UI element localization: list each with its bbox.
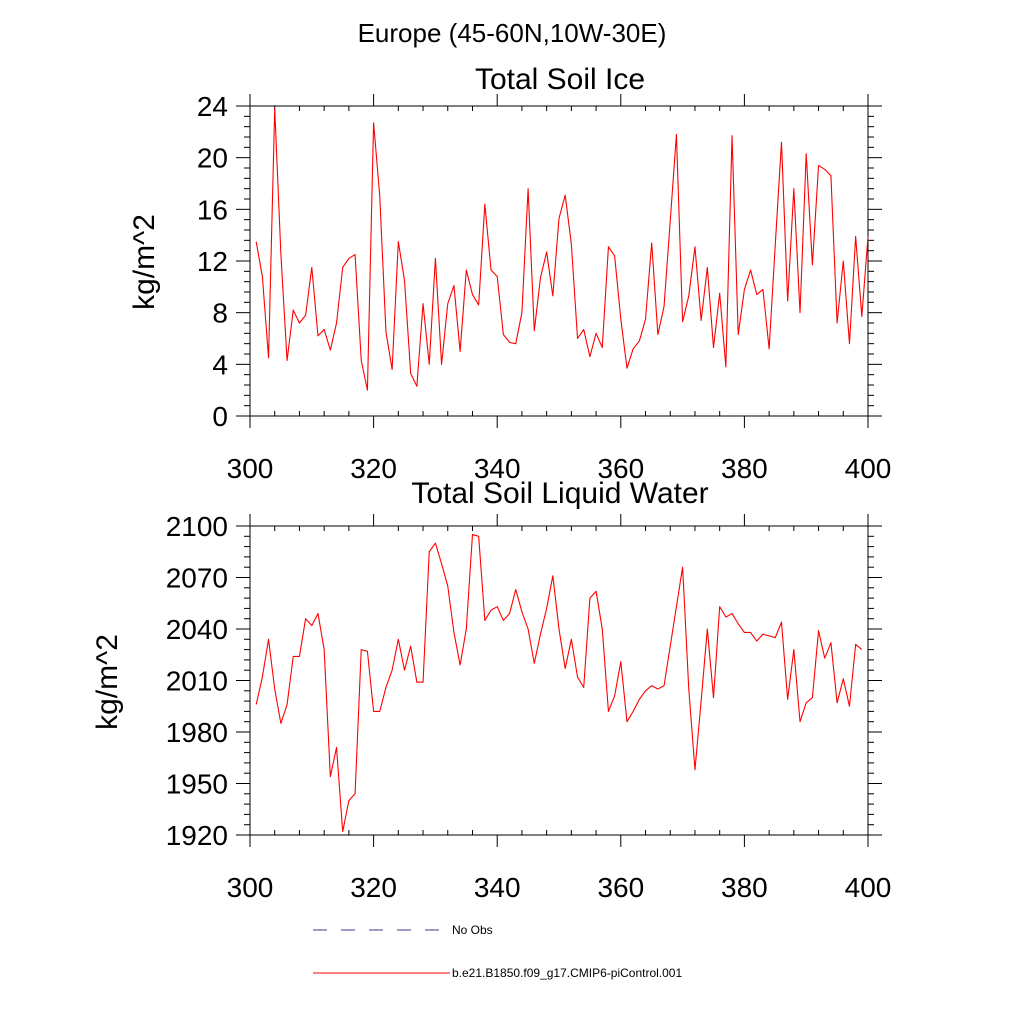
panel-title: Total Soil Ice xyxy=(475,63,645,96)
x-tick-label: 300 xyxy=(227,872,274,903)
y-tick-label: 2040 xyxy=(166,614,228,645)
y-tick-label: 0 xyxy=(212,401,228,432)
x-tick-label: 380 xyxy=(721,872,768,903)
x-tick-label: 400 xyxy=(845,453,892,484)
y-tick-label: 2100 xyxy=(166,511,228,542)
x-tick-label: 400 xyxy=(845,872,892,903)
x-tick-label: 320 xyxy=(350,872,397,903)
x-tick-label: 360 xyxy=(597,453,644,484)
y-tick-label: 12 xyxy=(197,246,228,277)
x-tick-label: 300 xyxy=(227,453,274,484)
y-tick-label: 4 xyxy=(212,349,228,380)
plot-frame xyxy=(249,105,869,417)
x-tick-label: 380 xyxy=(721,453,768,484)
y-axis-label: kg/m^2 xyxy=(128,214,161,310)
y-tick-label: 16 xyxy=(197,194,228,225)
panel-title: Total Soil Liquid Water xyxy=(411,477,708,510)
x-tick-label: 340 xyxy=(474,453,521,484)
y-tick-label: 24 xyxy=(197,91,228,122)
y-tick-label: 2010 xyxy=(166,666,228,697)
y-tick-label: 1920 xyxy=(166,820,228,851)
x-tick-label: 340 xyxy=(474,872,521,903)
y-tick-label: 1980 xyxy=(166,717,228,748)
y-axis-label: kg/m^2 xyxy=(91,634,124,730)
y-tick-label: 1950 xyxy=(166,769,228,800)
panel-total-soil-ice: Total Soil Ice kg/m^2 300 320 340 360 380 400… xyxy=(128,63,891,484)
y-tick-label: 8 xyxy=(212,298,228,329)
x-tick-label: 360 xyxy=(597,872,644,903)
figure-title: Europe (45-60N,10W-30E) xyxy=(358,18,667,48)
x-tick-label: 320 xyxy=(350,453,397,484)
legend: No Obs b.e21.B1850.f09_g17.CMIP6-piContr… xyxy=(313,923,682,980)
panel-total-soil-liquid-water: Total Soil Liquid Water kg/m^2 300 320 340… xyxy=(91,477,891,903)
series-line-model xyxy=(255,108,869,391)
plot-frame xyxy=(249,525,869,836)
y-tick-label: 2070 xyxy=(166,563,228,594)
legend-label-model: b.e21.B1850.f09_g17.CMIP6-piControl.001 xyxy=(452,966,682,980)
legend-label-no-obs: No Obs xyxy=(452,923,493,937)
series-line-model xyxy=(255,534,863,833)
y-tick-label: 20 xyxy=(197,143,228,174)
